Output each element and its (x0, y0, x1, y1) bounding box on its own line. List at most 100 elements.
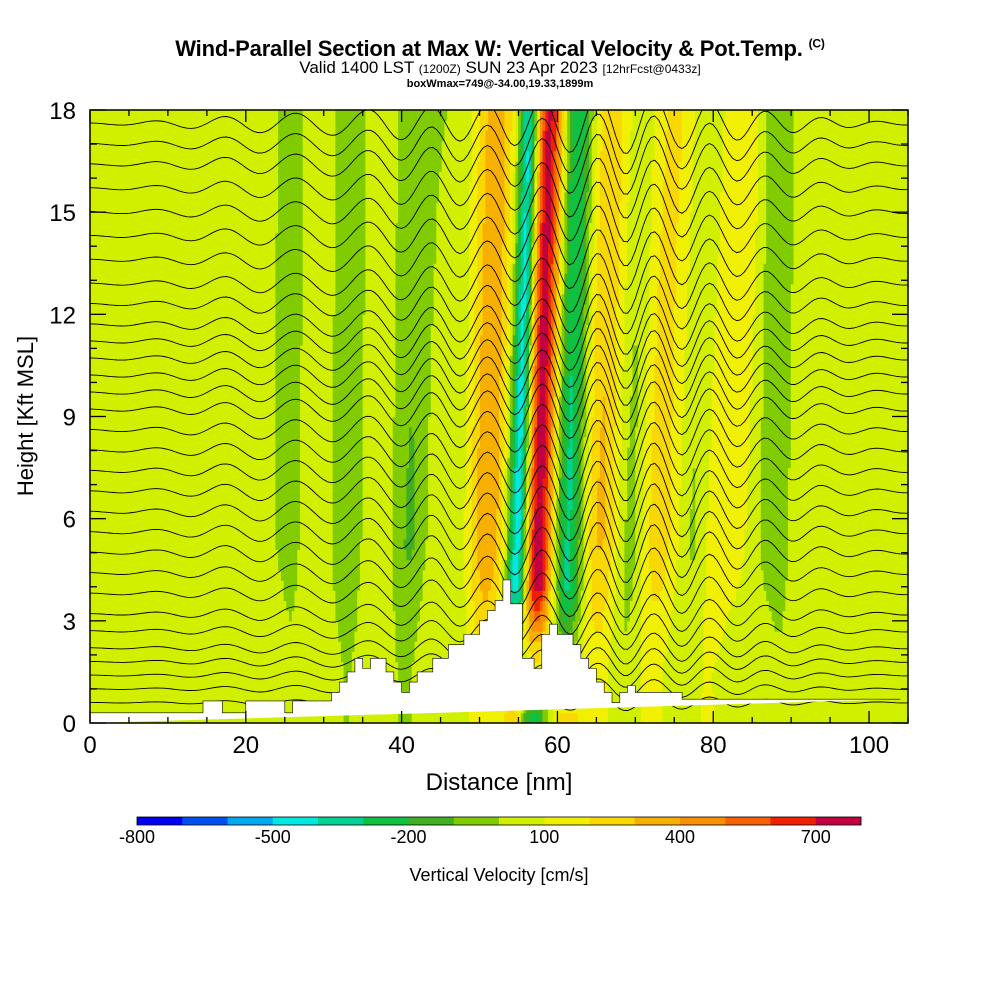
velocity-cell (201, 498, 206, 509)
velocity-cell (188, 610, 192, 622)
velocity-cell (109, 539, 113, 550)
velocity-cell (204, 181, 208, 193)
velocity-cell (130, 191, 135, 203)
velocity-cell (114, 375, 118, 387)
velocity-cell (190, 396, 195, 407)
velocity-cell (150, 232, 154, 244)
velocity-cell (182, 304, 186, 315)
velocity-cell (169, 365, 173, 377)
velocity-cell (160, 549, 165, 561)
velocity-cell (207, 477, 211, 489)
velocity-cell (182, 447, 186, 458)
velocity-cell (92, 447, 96, 458)
velocity-cell (139, 222, 143, 234)
velocity-cell (199, 201, 203, 213)
velocity-cell (98, 355, 102, 366)
velocity-cell (133, 671, 137, 683)
velocity-cell (103, 661, 107, 673)
velocity-cell (150, 222, 154, 234)
velocity-cell (163, 345, 167, 356)
velocity-cell (136, 314, 140, 326)
velocity-cell (190, 324, 195, 336)
velocity-cell (120, 416, 124, 428)
velocity-cell (160, 396, 165, 407)
velocity-cell (130, 569, 135, 581)
velocity-cell (174, 610, 178, 622)
velocity-cell (122, 549, 126, 561)
velocity-cell (98, 436, 102, 448)
velocity-cell (136, 539, 140, 550)
velocity-cell (171, 590, 176, 601)
velocity-cell (166, 355, 170, 366)
velocity-cell (174, 436, 178, 448)
velocity-cell (98, 304, 102, 315)
velocity-cell (133, 355, 137, 366)
velocity-cell (128, 273, 132, 285)
velocity-cell (201, 641, 206, 653)
velocity-cell (199, 559, 203, 571)
velocity-cell (133, 242, 137, 254)
velocity-cell (180, 161, 184, 172)
velocity-cell (210, 457, 214, 469)
velocity-cell (103, 171, 107, 183)
velocity-cell (111, 447, 116, 458)
velocity-cell (188, 283, 192, 295)
velocity-cell (103, 150, 107, 162)
velocity-cell (152, 518, 156, 530)
velocity-cell (169, 140, 173, 152)
velocity-cell (144, 477, 148, 489)
velocity-cell (193, 253, 197, 264)
velocity-cell (150, 498, 154, 509)
velocity-cell (212, 253, 216, 264)
velocity-cell (212, 590, 216, 601)
velocity-cell (114, 569, 118, 581)
velocity-cell (90, 457, 94, 469)
velocity-cell (204, 140, 208, 152)
velocity-cell (169, 457, 173, 469)
velocity-cell (117, 467, 121, 479)
velocity-cell (106, 651, 110, 663)
velocity-cell (95, 375, 99, 387)
velocity-cell (171, 385, 176, 397)
velocity-cell (199, 334, 203, 346)
velocity-cell (155, 314, 159, 326)
velocity-cell (188, 150, 192, 162)
velocity-cell (114, 488, 118, 499)
velocity-cell (204, 263, 208, 274)
velocity-cell (95, 528, 99, 540)
velocity-cell (199, 620, 203, 632)
velocity-cell (141, 345, 146, 356)
velocity-cell (139, 120, 143, 131)
velocity-cell (196, 539, 200, 550)
velocity-cell (144, 293, 148, 305)
velocity-cell (169, 120, 173, 131)
velocity-cell (130, 365, 135, 377)
velocity-cell (210, 120, 214, 131)
velocity-cell (92, 222, 96, 234)
velocity-cell (92, 345, 96, 356)
velocity-cell (125, 702, 129, 714)
velocity-cell (117, 610, 121, 622)
velocity-cell (190, 283, 195, 295)
velocity-cell (98, 569, 102, 581)
velocity-cell (188, 263, 192, 274)
velocity-cell (114, 631, 118, 642)
velocity-cell (139, 314, 143, 326)
velocity-cell (117, 539, 121, 550)
velocity-cell (182, 355, 186, 366)
velocity-cell (106, 702, 110, 714)
velocity-cell (199, 365, 203, 377)
velocity-cell (199, 682, 203, 693)
velocity-cell (98, 692, 102, 704)
velocity-cell (120, 273, 124, 285)
velocity-cell (177, 631, 181, 642)
velocity-cell (136, 436, 140, 448)
velocity-cell (210, 671, 214, 683)
velocity-cell (158, 232, 162, 244)
velocity-cell (215, 671, 219, 683)
velocity-cell (155, 702, 159, 714)
box-info-text: boxWmax=749@-34.00,19.33,1899m (406, 78, 594, 90)
velocity-cell (92, 467, 96, 479)
velocity-cell (174, 222, 178, 234)
velocity-cell (190, 528, 195, 540)
